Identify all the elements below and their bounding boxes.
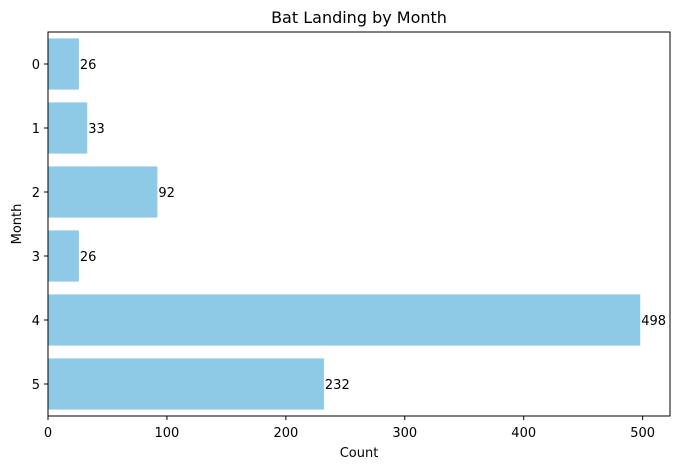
plot-area-frame (47, 31, 671, 417)
bar-month-4 (48, 294, 641, 346)
bars-group: 26 33 92 26 498 232 (48, 38, 666, 410)
y-tick-label: 5 (32, 378, 40, 393)
chart-title: Bat Landing by Month (271, 8, 447, 27)
bar-month-3 (48, 230, 79, 282)
y-tick-label: 3 (32, 250, 40, 265)
x-axis-title: Count (340, 446, 379, 461)
bar-month-2 (48, 166, 158, 218)
bar-month-1 (48, 102, 88, 154)
y-tick-label: 2 (32, 186, 40, 201)
y-axis-ticks: 0 1 2 3 4 5 (32, 58, 48, 393)
data-label-month-1: 33 (88, 122, 105, 137)
y-tick-label: 1 (32, 122, 40, 137)
y-tick-label: 0 (32, 58, 40, 73)
x-tick-label: 400 (511, 426, 536, 441)
x-tick-label: 100 (155, 426, 180, 441)
data-label-month-3: 26 (80, 250, 97, 265)
x-axis-ticks: 0 100 200 300 400 500 (44, 416, 655, 441)
y-tick-label: 4 (32, 314, 40, 329)
bar-month-0 (48, 38, 79, 90)
x-tick-label: 0 (44, 426, 52, 441)
x-tick-label: 300 (392, 426, 417, 441)
y-axis-title: Month (10, 204, 25, 245)
x-tick-label: 500 (630, 426, 655, 441)
data-label-month-2: 92 (158, 186, 175, 201)
data-label-month-4: 498 (641, 314, 666, 329)
x-tick-label: 200 (273, 426, 298, 441)
bar-month-5 (48, 358, 324, 410)
data-label-month-0: 26 (80, 58, 97, 73)
data-label-month-5: 232 (325, 378, 350, 393)
